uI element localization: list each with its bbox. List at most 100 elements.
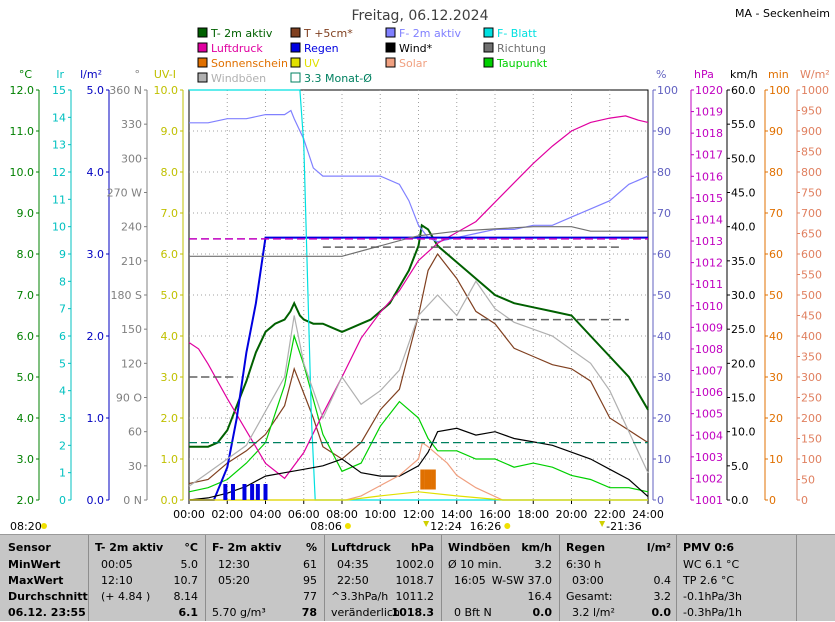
left-axis-unit-uv-i: UV-I [154, 68, 176, 81]
f2m-abs-humidity: 5.70 g/m³ [212, 606, 266, 619]
noon-icon [423, 521, 430, 527]
left-tick-label: 240 [121, 221, 142, 234]
rain-bar [255, 484, 260, 500]
left-tick-label: 6 [59, 330, 66, 343]
series-line-t-5cm [188, 252, 649, 485]
left-tick-label: 9 [59, 248, 66, 261]
right-axes: %1009080706050403020100hPa10201019101810… [652, 68, 830, 507]
boeen-max-value: W-SW 37.0 [491, 574, 552, 587]
right-tick-label: 70 [657, 207, 671, 220]
left-tick-label: 360 N [109, 84, 142, 97]
t2m-min-value: 5.0 [180, 558, 199, 571]
left-tick-label: 4.0 [17, 412, 35, 425]
sunset-label: 16:26 [470, 520, 502, 533]
f2m-min-time: 12:30 [218, 558, 250, 571]
x-axis: 00:00 02:00 04:00 06:00 08:00 10:00 12:00 14:00… [173, 500, 664, 521]
left-tick-label: 7 [59, 303, 66, 316]
rain-bar [230, 484, 235, 500]
right-tick-label: 60.0 [731, 84, 756, 97]
left-tick-label: 5.0 [87, 84, 105, 97]
druck-current-value: 1018.3 [391, 606, 434, 619]
right-tick-label: 25.0 [731, 323, 756, 336]
boeen-max-time: 16:05 [454, 574, 486, 587]
legend-label-t-2m-aktiv: T- 2m aktiv [210, 27, 273, 40]
series-bar-sonnenschein [431, 469, 436, 490]
legend-swatch-windb-en [197, 72, 208, 83]
header-druck-unit: hPa [410, 541, 434, 554]
header-f2m: F- 2m aktiv [212, 541, 282, 554]
left-axis-unit-lr: lr [56, 68, 64, 81]
right-tick-label: 30.0 [731, 289, 756, 302]
right-axis-unit-min: min [768, 68, 789, 81]
right-tick-label: 50 [769, 289, 783, 302]
right-tick-label: 150 [801, 433, 822, 446]
left-tick-label: 2.0 [17, 494, 35, 507]
right-tick-label: 40 [657, 330, 671, 343]
series-line-richtung [189, 226, 648, 257]
x-tick-label: 18:00 [517, 508, 549, 521]
series-bar-sonnenschein [427, 469, 432, 490]
right-tick-label: 30 [769, 371, 783, 384]
series-line-uv [189, 491, 648, 501]
series-line-wind [188, 427, 649, 501]
regen-max-value: 0.4 [653, 574, 672, 587]
right-tick-label: 90 [657, 125, 671, 138]
header-f2m-unit: % [305, 541, 317, 554]
x-tick-label: 24:00 [632, 508, 664, 521]
regen-current-value: 0.0 [651, 606, 672, 619]
right-tick-label: 20.0 [731, 357, 756, 370]
legend-label-f-blatt: F- Blatt [497, 27, 537, 40]
header-t2m: T- 2m aktiv [95, 541, 164, 554]
legend-label-solar: Solar [399, 57, 428, 70]
right-tick-label: 40 [769, 330, 783, 343]
left-tick-label: 3.0 [17, 453, 35, 466]
right-tick-label: 30 [657, 371, 671, 384]
right-tick-label: 10 [769, 453, 783, 466]
left-tick-label: 5.0 [17, 371, 35, 384]
left-tick-label: 1.0 [161, 453, 179, 466]
right-tick-label: 550 [801, 269, 822, 282]
left-tick-label: 4 [59, 385, 66, 398]
legend-swatch-richtung [483, 42, 494, 53]
left-tick-label: 270 W [107, 187, 142, 200]
boeen-avg10-label: Ø 10 min. [448, 558, 502, 571]
right-tick-label: 10 [657, 453, 671, 466]
right-tick-label: 1019 [695, 106, 723, 119]
right-tick-label: 1014 [695, 213, 723, 226]
legend-swatch-wind [385, 42, 396, 53]
right-tick-label: 100 [657, 84, 678, 97]
right-tick-label: 45.0 [731, 187, 756, 200]
rain-bar [263, 484, 268, 500]
druck-trend: ^3.3hPa/h [331, 590, 389, 603]
series-bar-sonnenschein [420, 469, 425, 490]
stats-col-pmv: PMV 0:6 WC 6.1 °C TP 2.6 °C -0.1hPa/3h -… [676, 535, 797, 621]
t2m-avg-value: 8.14 [173, 590, 199, 603]
left-axes: °C12.011.010.09.08.07.06.05.04.03.02.0lr… [10, 68, 184, 507]
t2m-max-time: 12:10 [101, 574, 133, 587]
x-tick-label: 02:00 [211, 508, 243, 521]
right-tick-label: 850 [801, 146, 822, 159]
left-tick-label: 3.0 [161, 371, 179, 384]
sunrise-label: 08:20 [10, 520, 42, 533]
right-tick-label: 0 [657, 494, 664, 507]
t2m-max-value: 10.7 [173, 574, 199, 587]
right-tick-label: 100 [801, 453, 822, 466]
right-tick-label: 1012 [695, 257, 723, 270]
right-tick-label: 50 [657, 289, 671, 302]
legend-swatch-luftdruck [197, 42, 208, 53]
left-tick-label: 0 N [123, 494, 142, 507]
t2m-min-time: 00:05 [101, 558, 133, 571]
right-axis-unit-w-m: W/m² [800, 68, 830, 81]
series-line-taupunkt [188, 333, 649, 493]
legend-label-luftdruck: Luftdruck [211, 42, 263, 55]
right-tick-label: 90 [769, 125, 783, 138]
boeen-current-value: 0.0 [532, 606, 553, 619]
dawn-label: 08:06 [310, 520, 342, 533]
legend-label-t-5cm: T +5cm* [303, 27, 353, 40]
right-tick-label: 70 [769, 207, 783, 220]
left-tick-label: 5.0 [161, 289, 179, 302]
right-tick-label: 1006 [695, 386, 723, 399]
sunset-icon [504, 523, 511, 529]
left-tick-label: 330 [121, 118, 142, 131]
stats-col-druck: Luftdruck hPa 04:35 1002.0 22:50 1018.7 ^3.… [324, 535, 442, 621]
